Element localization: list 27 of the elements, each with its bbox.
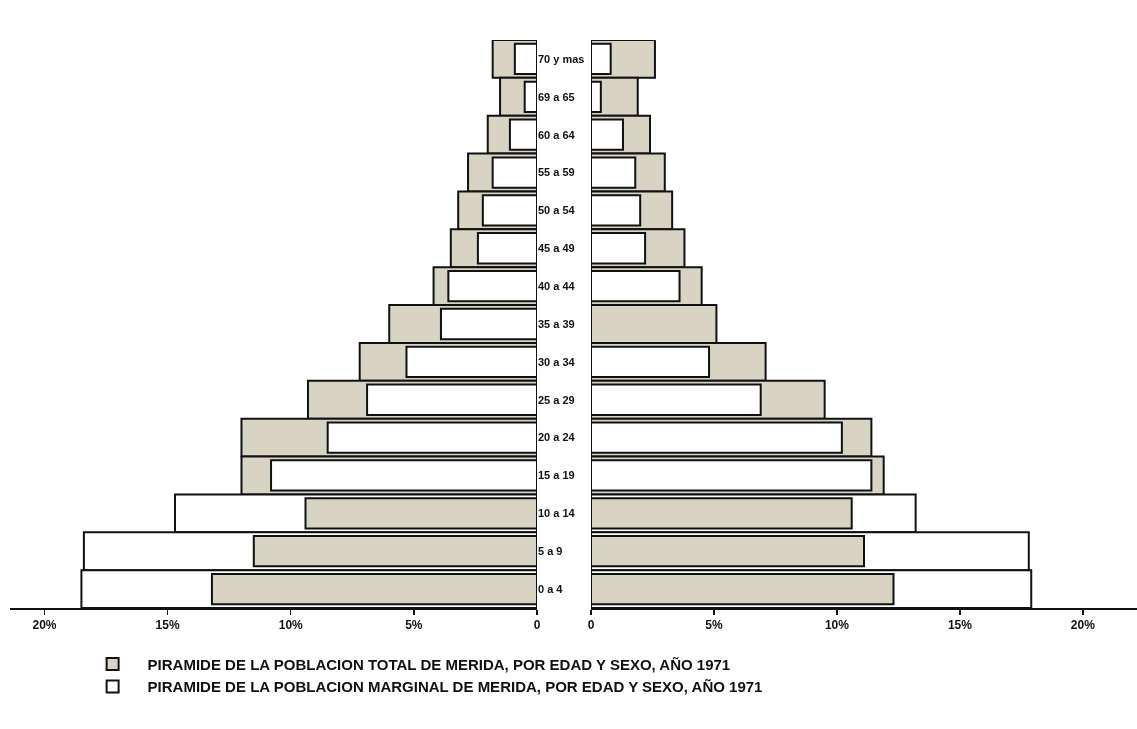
y-tick-label: 55 a 59 <box>538 166 575 179</box>
x-tick-label: 15% <box>155 618 180 633</box>
y-tick-label: 50 a 54 <box>538 204 576 217</box>
x-tick-label: 20% <box>32 618 57 633</box>
x-tick-label: 0 <box>587 618 595 633</box>
y-tick-label: 0 a 4 <box>538 582 564 595</box>
y-tick-label: 10 a 14 <box>538 507 576 520</box>
legend-label: PIRAMIDE DE LA POBLACION TOTAL DE MERIDA, POR EDAD Y SEXO, AÑO 1971 <box>147 655 731 673</box>
y-tick-label: 25 a 29 <box>538 393 575 406</box>
y-tick-label: 5 a 9 <box>538 545 563 558</box>
y-tick-label: 45 a 49 <box>538 242 575 255</box>
y-tick-label: 40 a 44 <box>538 279 576 292</box>
y-tick-label: 60 a 64 <box>538 128 576 141</box>
legend-label: PIRAMIDE DE LA POBLACION MARGINAL DE MERIDA, POR EDAD Y SEXO, AÑO 1971 <box>147 678 763 696</box>
x-tick-label: 0 <box>533 618 541 633</box>
y-tick-label: 70 y mas <box>538 52 585 65</box>
x-tick-label: 15% <box>947 618 973 633</box>
x-tick-label: 10% <box>278 618 304 633</box>
y-tick-label: 30 a 34 <box>538 355 576 368</box>
x-tick-label: 5% <box>405 618 423 633</box>
y-tick-label: 20 a 24 <box>538 431 576 444</box>
y-tick-label: 35 a 39 <box>538 317 575 330</box>
x-tick-label: 5% <box>705 618 723 633</box>
x-tick-label: 20% <box>1070 618 1096 633</box>
y-tick-label: 69 a 65 <box>538 90 575 103</box>
y-tick-label: 15 a 19 <box>538 469 575 482</box>
x-tick-label: 10% <box>824 618 850 633</box>
